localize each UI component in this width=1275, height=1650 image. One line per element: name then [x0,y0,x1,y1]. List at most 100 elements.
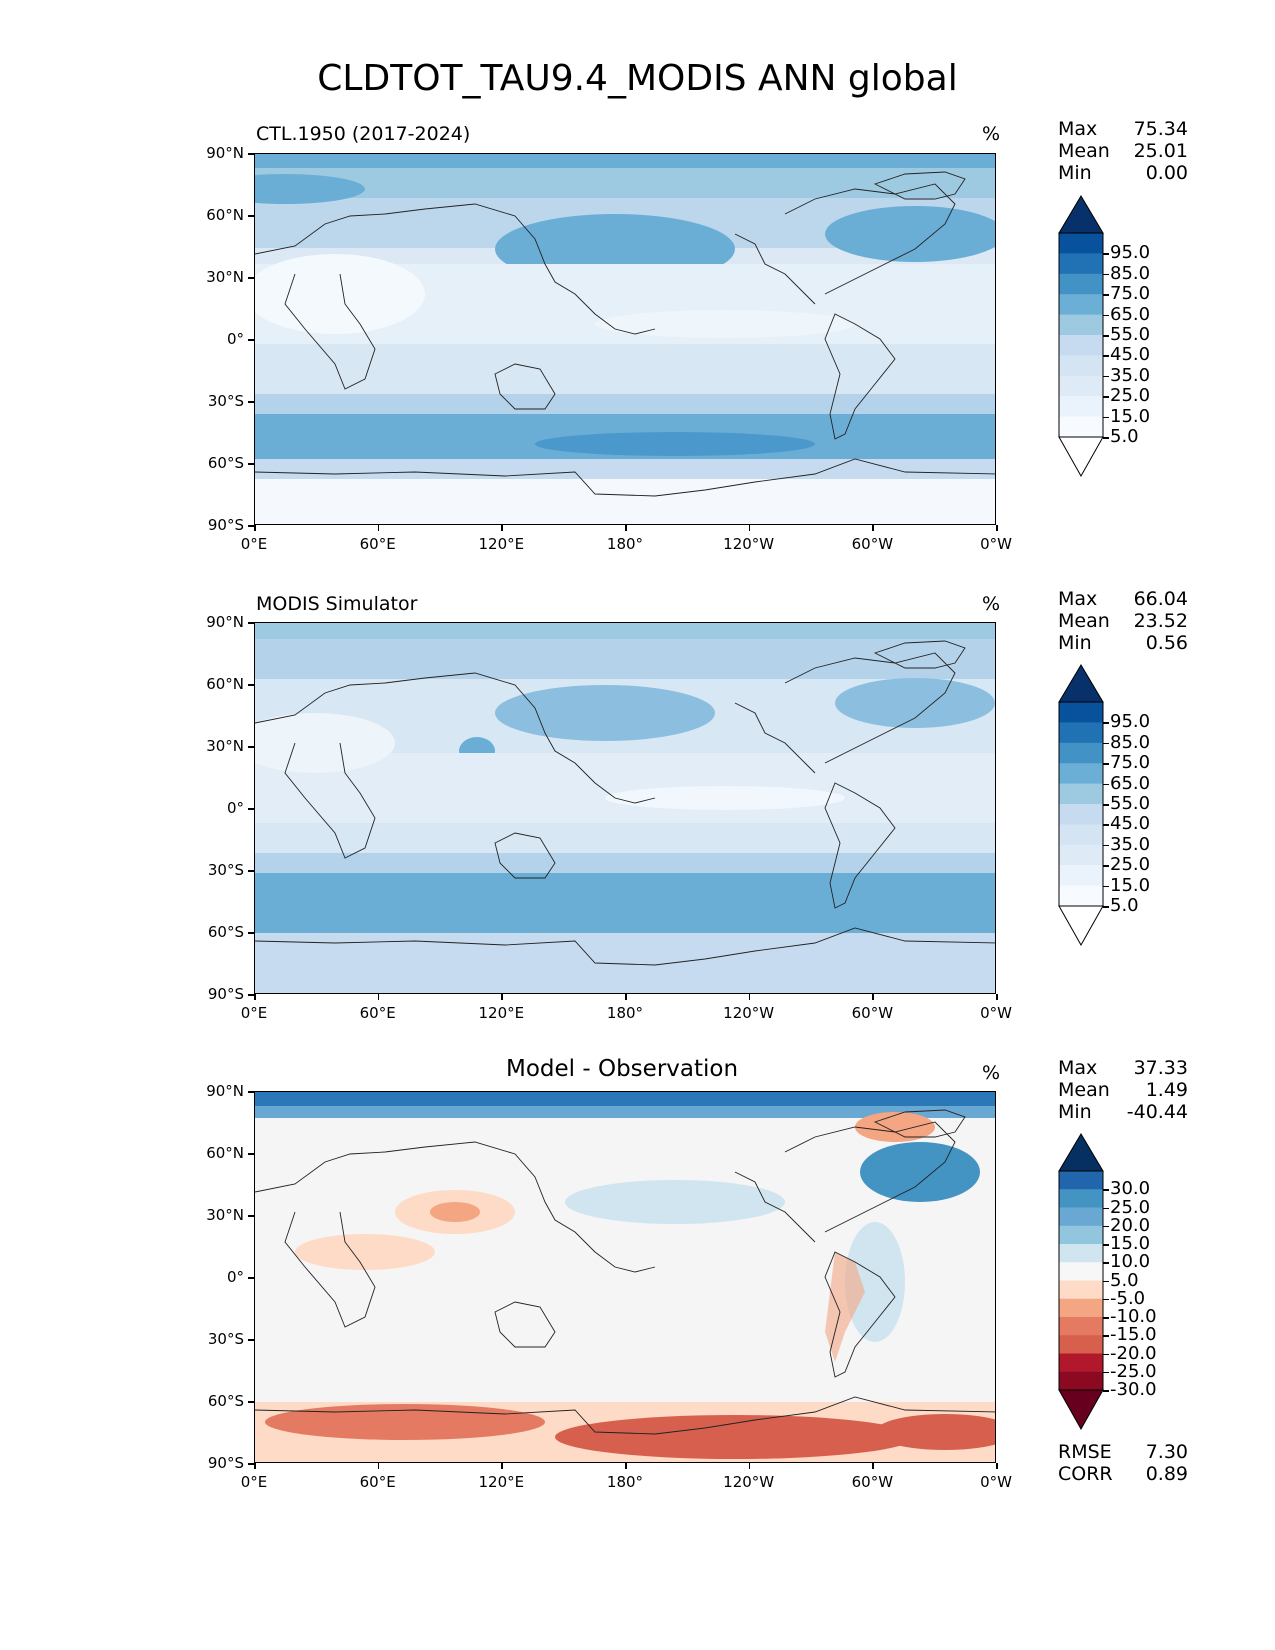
colorbar-tick [1103,273,1109,276]
colorbar-tick [1103,1225,1109,1228]
lat-tick-mark [248,1401,254,1403]
colorbar-level-label: 45.0 [1110,344,1151,366]
colorbar-level-label: 85.0 [1110,731,1151,753]
lat-tick-mark [248,153,254,155]
colorbar-segment [1059,335,1103,356]
panel-3-metrics: RMSE 7.30 CORR 0.89 [1058,1441,1188,1485]
colorbar-segment [1059,865,1103,887]
panel-1-title: CTL.1950 (2017-2024) [256,123,471,145]
colorbar-tick [1103,906,1109,908]
mean-label: Mean [1058,1079,1110,1101]
colorbar-level-label: 95.0 [1110,711,1151,733]
panel-2-title: MODIS Simulator [256,593,418,615]
colorbar-level-label: 55.0 [1110,324,1151,345]
panel-2-stats: Max 66.04 Mean 23.52 Min 0.56 [1058,588,1188,654]
colorbar-level-label: -20.0 [1110,1342,1157,1364]
panel-2-map [254,622,996,994]
lat-tick-mark [248,339,254,341]
colorbar-extend-max [1058,195,1104,234]
colorbar-level-label: 95.0 [1110,242,1151,264]
panel-3-title: Model - Observation [506,1056,739,1082]
lat-tick-mark [248,1277,254,1279]
colorbar-tick [1103,416,1109,419]
colorbar-level-label: 55.0 [1110,793,1151,814]
colorbar-1 [1058,195,1104,477]
lat-tick-label: 30°N [206,268,244,286]
colorbar-segment [1059,783,1103,805]
colorbar-segment [1059,355,1103,377]
colorbar-segment [1059,1335,1103,1354]
lat-tick-label: 90°N [206,613,244,631]
colorbar-tick [1103,355,1109,357]
colorbar-level-label: 35.0 [1110,833,1151,855]
mean-value: 23.52 [1133,610,1188,632]
lon-tick-mark [501,525,503,531]
lon-tick-mark [501,994,503,1000]
lat-tick-mark [248,1463,254,1465]
colorbar-segment [1059,416,1103,438]
colorbar-tick [1103,824,1109,826]
panel-3-units: % [982,1062,1001,1084]
lat-tick-mark [248,401,254,403]
colorbar-extend-min [1058,436,1104,477]
colorbar-level-label: 75.0 [1110,752,1151,774]
colorbar-segment [1059,1298,1103,1318]
colorbar-segment [1059,742,1103,764]
min-value: 0.00 [1145,162,1188,184]
lon-tick-label: 0°W [980,1473,1012,1491]
colorbar-tick [1103,783,1109,786]
colorbar-tick [1103,885,1109,888]
lat-tick-mark [248,215,254,217]
colorbar-extend-min [1058,905,1104,946]
colorbar-tick [1103,804,1109,806]
lon-tick-mark [996,994,998,1000]
figure-title: CLDTOT_TAU9.4_MODIS ANN global [317,58,958,99]
colorbar-segment [1059,253,1103,275]
colorbar-tick [1103,1280,1109,1282]
colorbar-level-label: 25.0 [1110,385,1151,407]
colorbar-segment [1059,375,1103,397]
lat-tick-mark [248,622,254,624]
colorbar-extend-max [1058,1133,1104,1172]
mean-label: Mean [1058,610,1110,632]
lat-tick-mark [248,525,254,527]
lon-tick-mark [254,1463,256,1469]
min-value: -40.44 [1126,1101,1188,1123]
colorbar-level-label: 30.0 [1110,1178,1151,1200]
colorbar-level-label: -10.0 [1110,1306,1157,1327]
lon-tick-label: 60°W [851,1004,894,1022]
max-value: 75.34 [1133,118,1188,140]
lon-tick-mark [254,994,256,1000]
lat-tick-label: 60°N [206,675,244,693]
lon-tick-mark [872,994,874,1000]
lon-tick-label: 60°E [359,1473,396,1491]
lat-tick-label: 60°S [207,1392,244,1410]
rmse-value: 7.30 [1145,1441,1188,1463]
colorbar-segment [1059,1353,1103,1373]
colorbar-tick [1103,722,1109,724]
lon-tick-mark [625,525,627,531]
lat-tick-label: 90°N [206,1082,244,1100]
colorbar-segment [1059,314,1103,336]
colorbar-segment [1059,1189,1103,1208]
lon-tick-label: 60°W [851,535,894,553]
lat-tick-label: 30°N [206,737,244,755]
colorbar-tick [1103,294,1109,296]
colorbar-segment [1059,1171,1103,1190]
lon-tick-mark [254,525,256,531]
lon-tick-mark [748,1463,751,1469]
lat-tick-mark [248,1339,254,1341]
lat-tick-mark [248,994,254,996]
lon-tick-label: 60°E [359,1004,396,1022]
colorbar-segment [1059,844,1103,866]
min-value: 0.56 [1145,632,1188,654]
colorbar-level-label: 35.0 [1110,364,1151,386]
panel-1-stats: Max 75.34 Mean 25.01 Min 0.00 [1058,118,1188,184]
lon-tick-mark [872,525,874,531]
colorbar-level-label: 75.0 [1110,283,1151,305]
min-label: Min [1058,1101,1092,1123]
lat-tick-label: 90°S [207,985,244,1003]
lon-tick-label: 120°W [723,1473,775,1491]
lat-tick-mark [248,932,254,934]
lat-tick-label: 0° [226,1268,244,1286]
